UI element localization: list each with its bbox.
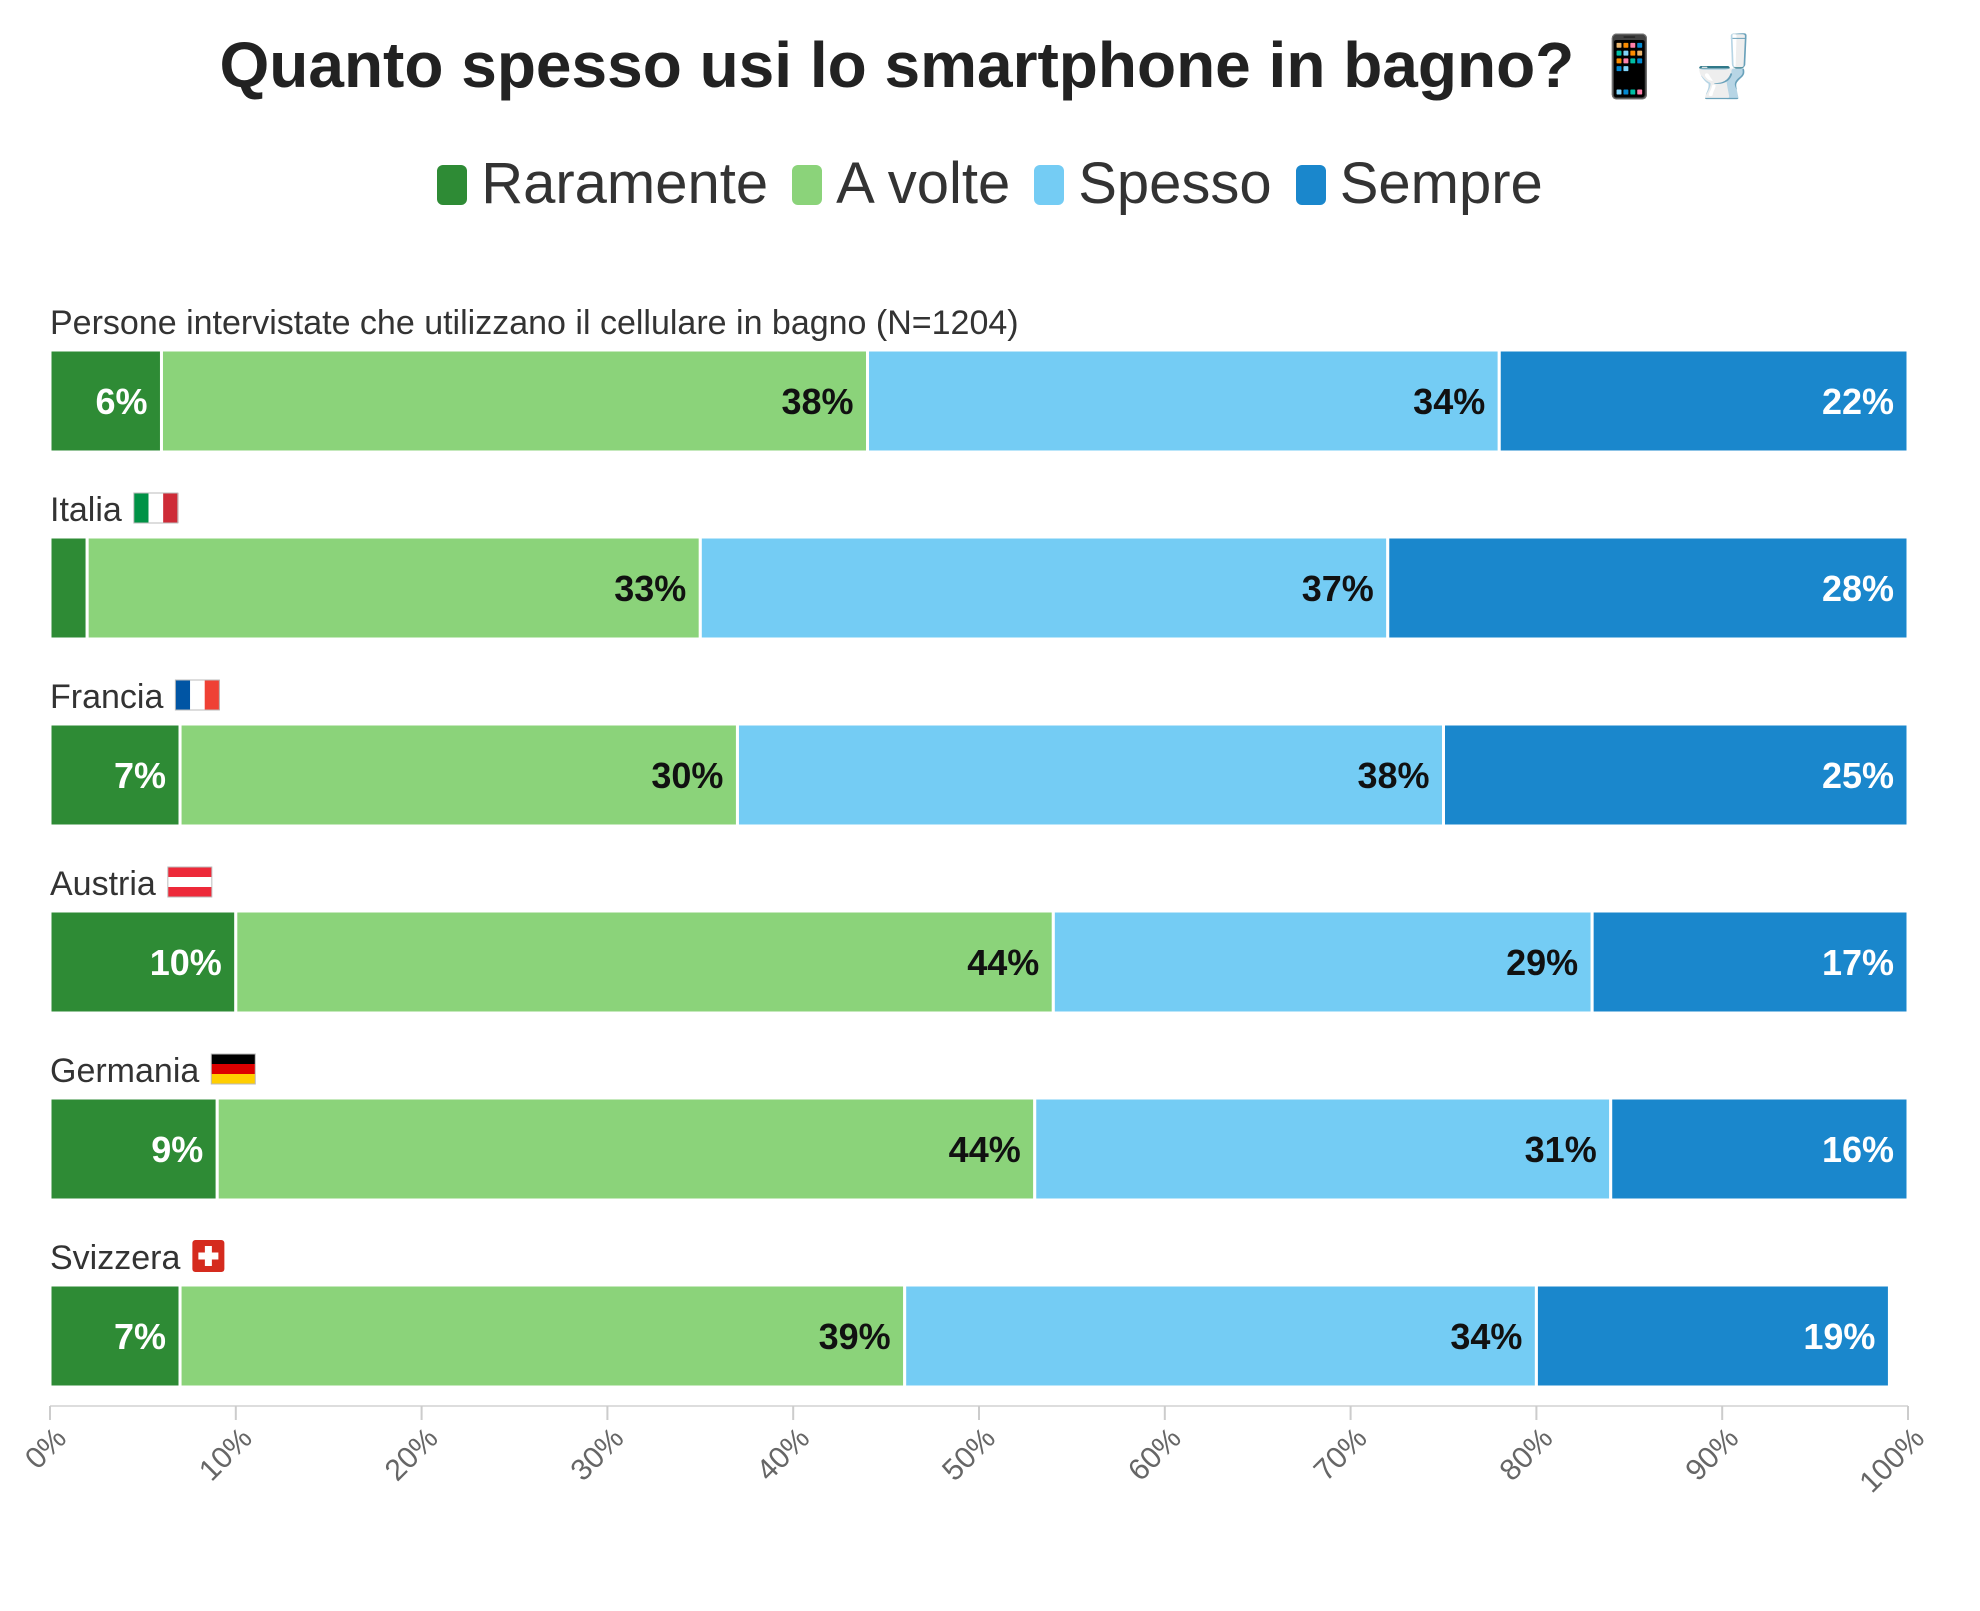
flag-de-icon <box>210 1053 256 1085</box>
data-label: 16% <box>1822 1129 1894 1170</box>
data-label: 25% <box>1822 755 1894 796</box>
x-tick-label: 70% <box>1308 1422 1374 1488</box>
data-label: 6% <box>95 381 147 422</box>
data-label: 38% <box>1357 755 1429 796</box>
data-label: 7% <box>114 1316 166 1357</box>
legend-label: Sempre <box>1339 151 1543 216</box>
bar-raramente <box>48 535 89 641</box>
x-tick-label: 90% <box>1679 1422 1745 1488</box>
data-label: 34% <box>1450 1316 1522 1357</box>
bar-spesso <box>1033 1096 1613 1202</box>
bar-a-volte <box>178 1283 907 1389</box>
x-tick-label: 80% <box>1494 1422 1560 1488</box>
data-label: 31% <box>1525 1129 1597 1170</box>
legend-label: Raramente <box>481 151 769 216</box>
data-label: 33% <box>614 568 686 609</box>
legend-swatch <box>792 165 823 205</box>
bar-a-volte <box>215 1096 1037 1202</box>
legend: Raramente A volte Spesso Sempre <box>0 150 1980 217</box>
bar-spesso <box>903 1283 1538 1389</box>
data-label: 30% <box>651 755 723 796</box>
legend-label: Spesso <box>1078 151 1272 216</box>
chart-title: Quanto spesso usi lo smartphone in bagno… <box>0 28 1980 102</box>
bar-sempre <box>1590 909 1910 1015</box>
row-label: Germania <box>50 1052 199 1090</box>
legend-item-spesso: Spesso <box>1034 150 1272 217</box>
legend-item-a-volte: A volte <box>792 150 1010 217</box>
flag-fr-icon <box>174 679 220 711</box>
bar-a-volte <box>85 535 702 641</box>
row-label: Italia <box>50 491 122 529</box>
data-label: 37% <box>1302 568 1374 609</box>
x-tick-label: 60% <box>1122 1422 1188 1488</box>
row-label: Svizzera <box>50 1239 180 1277</box>
row-label: Austria <box>50 865 156 903</box>
legend-label: A volte <box>836 151 1011 216</box>
bar-sempre <box>1442 722 1910 828</box>
bar-sempre <box>1386 535 1910 641</box>
row-label: Persone intervistate che utilizzano il c… <box>50 304 1019 342</box>
bar-raramente <box>48 348 163 454</box>
bar-sempre <box>1534 1283 1891 1389</box>
legend-item-raramente: Raramente <box>437 150 768 217</box>
legend-swatch <box>1034 165 1065 205</box>
bar-raramente <box>48 722 182 828</box>
data-label: 28% <box>1822 568 1894 609</box>
phone-toilet-icon: 📱 🚽 <box>1592 32 1761 102</box>
x-tick-label: 30% <box>565 1422 631 1488</box>
data-label: 19% <box>1803 1316 1875 1357</box>
data-label: 17% <box>1822 942 1894 983</box>
bar-raramente <box>48 1096 219 1202</box>
x-tick-label: 40% <box>750 1422 816 1488</box>
data-label: 34% <box>1413 381 1485 422</box>
data-label: 9% <box>151 1129 203 1170</box>
legend-swatch <box>1295 165 1326 205</box>
flag-it-icon <box>133 492 179 524</box>
bar-raramente <box>48 1283 182 1389</box>
x-tick-label: 100% <box>1853 1422 1931 1500</box>
bar-raramente <box>48 909 238 1015</box>
bar-a-volte <box>178 722 739 828</box>
legend-swatch <box>437 165 468 205</box>
data-label: 44% <box>967 942 1039 983</box>
bar-spesso <box>698 535 1390 641</box>
data-label: 39% <box>819 1316 891 1357</box>
bar-sempre <box>1609 1096 1910 1202</box>
bar-spesso <box>866 348 1501 454</box>
data-label: 29% <box>1506 942 1578 983</box>
data-label: 22% <box>1822 381 1894 422</box>
flag-at-icon <box>167 866 213 898</box>
bar-a-volte <box>159 348 870 454</box>
data-label: 7% <box>114 755 166 796</box>
x-tick-label: 0% <box>19 1422 73 1476</box>
bar-sempre <box>1497 348 1910 454</box>
legend-item-sempre: Sempre <box>1295 150 1543 217</box>
x-tick-label: 10% <box>193 1422 259 1488</box>
chart-title-text: Quanto spesso usi lo smartphone in bagno… <box>219 29 1575 101</box>
row-label: Francia <box>50 678 163 716</box>
data-label: 38% <box>781 381 853 422</box>
x-tick-label: 20% <box>379 1422 445 1488</box>
x-tick-label: 50% <box>936 1422 1002 1488</box>
data-label: 44% <box>949 1129 1021 1170</box>
data-label: 10% <box>150 942 222 983</box>
bar-a-volte <box>234 909 1055 1015</box>
bar-spesso <box>735 722 1445 828</box>
flag-ch-icon <box>192 1240 225 1272</box>
